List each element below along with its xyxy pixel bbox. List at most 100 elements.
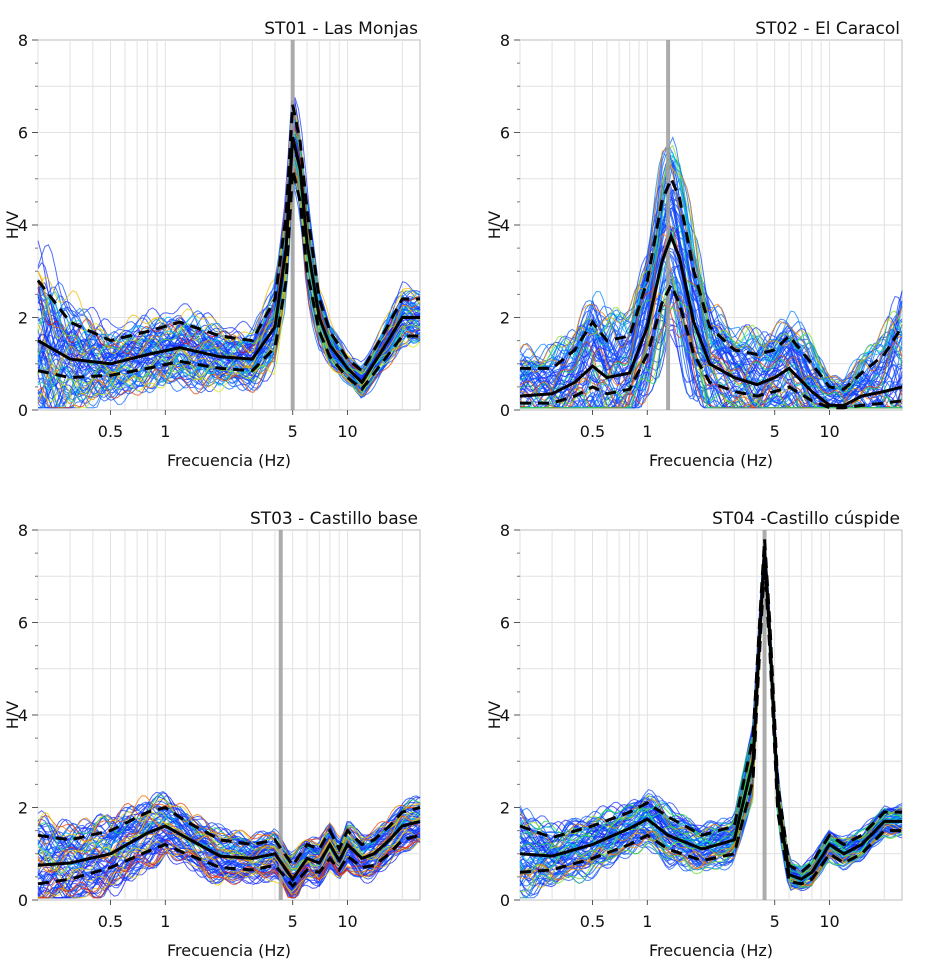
y-tick-label: 2 xyxy=(500,799,510,818)
y-tick-label: 2 xyxy=(500,309,510,328)
window-curve xyxy=(37,798,421,858)
y-tick-label: 4 xyxy=(500,706,510,725)
window-curve xyxy=(37,130,421,375)
y-tick-label: 4 xyxy=(18,706,28,725)
window-curve xyxy=(37,117,421,370)
window-curve xyxy=(37,831,421,899)
mean-line xyxy=(519,548,902,881)
std-band-line xyxy=(37,169,420,392)
series-group xyxy=(519,539,902,886)
series-group xyxy=(519,174,904,410)
x-tick-label: 1 xyxy=(160,422,170,441)
y-tick-label: 6 xyxy=(500,614,510,633)
spaghetti-curves xyxy=(37,790,421,899)
x-axis-label: Frecuencia (Hz) xyxy=(649,941,773,960)
x-tick-label: 5 xyxy=(288,912,298,931)
x-axis-label: Frecuencia (Hz) xyxy=(649,451,773,470)
x-tick-label: 5 xyxy=(770,422,780,441)
y-axis-label: H/V xyxy=(3,701,22,729)
std-band-line xyxy=(36,104,420,373)
mean-line xyxy=(37,136,420,385)
x-tick-label: 5 xyxy=(770,912,780,931)
window-curve xyxy=(38,838,421,899)
chart-title: ST04 -Castillo cúspide xyxy=(712,509,900,529)
x-tick-label: 10 xyxy=(819,422,839,441)
window-curve xyxy=(37,803,421,872)
y-axis-label: H/V xyxy=(485,701,504,729)
x-tick-label: 10 xyxy=(337,422,357,441)
tick-labels: 0.5 1 5 10 0 2 4 6 8 xyxy=(500,521,840,931)
window-curve xyxy=(519,152,903,389)
window-curve xyxy=(37,126,421,373)
y-tick-label: 8 xyxy=(18,31,28,50)
x-tick-label: 5 xyxy=(288,422,298,441)
window-curve xyxy=(37,176,421,409)
chart-title: ST01 - Las Monjas xyxy=(264,19,418,39)
window-curve xyxy=(37,811,421,872)
window-curve xyxy=(38,838,421,899)
y-axis-label: H/V xyxy=(3,211,22,239)
window-curve xyxy=(519,225,903,404)
chart-title: ST02 - El Caracol xyxy=(755,19,900,39)
window-curve xyxy=(519,197,903,409)
tick-labels: 0.5 1 5 10 0 2 4 6 8 xyxy=(500,31,840,441)
y-tick-label: 0 xyxy=(18,401,28,420)
window-curve xyxy=(520,588,903,899)
y-tick-label: 4 xyxy=(500,216,510,235)
x-axis-label: Frecuencia (Hz) xyxy=(167,451,291,470)
x-tick-label: 1 xyxy=(160,912,170,931)
y-tick-label: 2 xyxy=(18,799,28,818)
window-curve xyxy=(519,144,903,390)
tick-labels: 0.5 1 5 10 0 2 4 6 8 xyxy=(18,521,358,931)
tick-labels: 0.5 1 5 10 0 2 4 6 8 xyxy=(18,31,358,441)
window-curve xyxy=(519,589,903,893)
y-axis-label: H/V xyxy=(485,211,504,239)
window-curve xyxy=(519,148,903,383)
mean-line xyxy=(519,232,903,407)
y-tick-label: 6 xyxy=(500,124,510,143)
x-tick-label: 1 xyxy=(642,422,652,441)
x-tick-label: 1 xyxy=(642,912,652,931)
window-curve xyxy=(519,192,903,409)
std-band-line xyxy=(519,539,902,875)
x-tick-label: 0.5 xyxy=(580,912,605,931)
window-curve xyxy=(519,151,903,387)
panel-st02: 0.5 1 5 10 0 2 4 6 8 ST02 - El Caracol Frecuenci… xyxy=(485,19,904,470)
series-group xyxy=(36,104,420,392)
y-tick-label: 0 xyxy=(500,891,510,910)
x-tick-label: 10 xyxy=(819,912,839,931)
window-curve xyxy=(37,817,421,876)
window-curve xyxy=(519,207,903,409)
window-curve xyxy=(38,840,421,899)
window-curve xyxy=(37,792,421,860)
x-tick-label: 0.5 xyxy=(98,422,123,441)
chart-title: ST03 - Castillo base xyxy=(250,509,418,529)
panel-st04: 0.5 1 5 10 0 2 4 6 8 ST04 -Castillo cúspide Frec… xyxy=(485,509,903,960)
y-tick-label: 6 xyxy=(18,614,28,633)
y-tick-label: 8 xyxy=(18,521,28,540)
y-tick-label: 2 xyxy=(18,309,28,328)
y-tick-label: 4 xyxy=(18,216,28,235)
window-curve xyxy=(519,571,903,886)
y-tick-label: 0 xyxy=(500,401,510,420)
x-axis-label: Frecuencia (Hz) xyxy=(167,941,291,960)
window-curve xyxy=(519,555,903,874)
window-curve xyxy=(37,137,421,375)
std-band-line xyxy=(37,833,421,889)
window-curve xyxy=(38,840,421,899)
y-tick-label: 8 xyxy=(500,31,510,50)
series-group xyxy=(37,805,421,889)
window-curve xyxy=(37,823,421,882)
y-tick-label: 0 xyxy=(18,891,28,910)
y-tick-label: 8 xyxy=(500,521,510,540)
window-curve xyxy=(519,566,903,879)
x-tick-label: 0.5 xyxy=(580,422,605,441)
window-curve xyxy=(37,811,421,874)
x-tick-label: 10 xyxy=(337,912,357,931)
std-band-line xyxy=(519,562,902,886)
panel-st01: 0.5 1 5 10 0 2 4 6 8 ST01 - Las Monjas Frecuenci… xyxy=(3,19,421,470)
window-curve xyxy=(37,133,421,380)
y-tick-label: 6 xyxy=(18,124,28,143)
x-tick-label: 0.5 xyxy=(98,912,123,931)
